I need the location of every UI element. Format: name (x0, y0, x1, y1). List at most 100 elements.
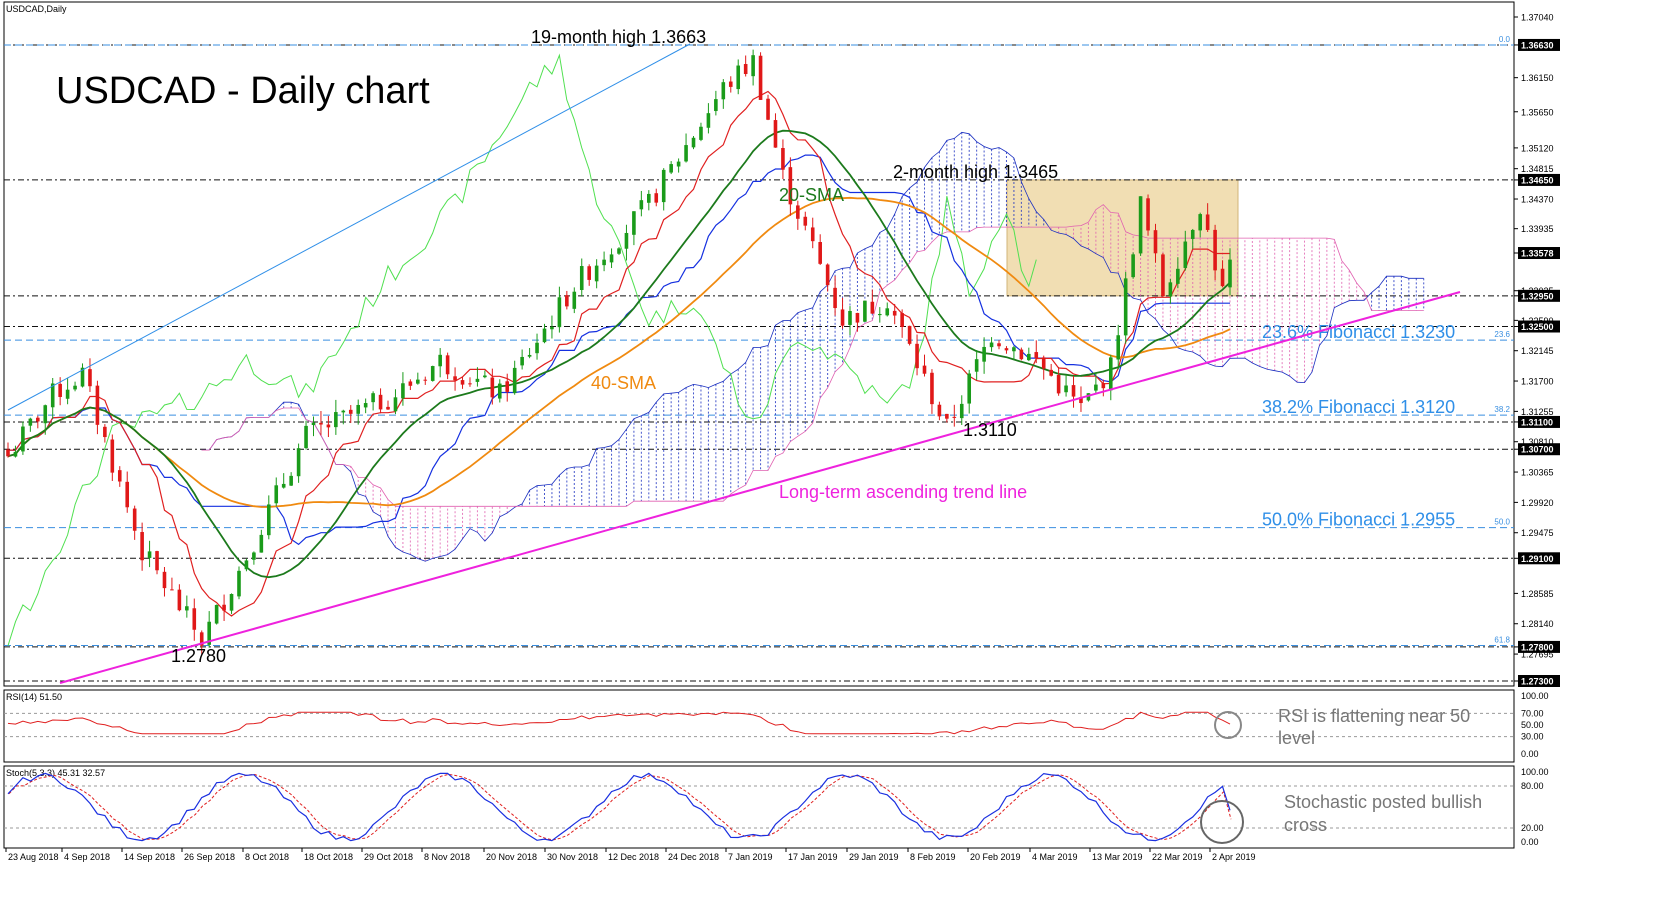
candle-body (341, 410, 346, 413)
price-label: 1.32950 (1521, 291, 1554, 301)
date-label: 14 Sep 2018 (124, 852, 175, 862)
price-label: 1.27300 (1521, 677, 1554, 687)
candle-body (363, 403, 368, 408)
candle-body (810, 227, 815, 242)
candle-body (326, 424, 331, 428)
candle-body (1183, 241, 1188, 268)
rsi-axis-label: 30.00 (1521, 732, 1544, 742)
candle-body (6, 449, 10, 457)
candle-body (728, 81, 733, 87)
price-label: 1.37040 (1521, 13, 1554, 23)
candle-body (416, 379, 420, 384)
candle-body (371, 393, 375, 403)
price-label-box (1518, 289, 1560, 302)
candle-body (1027, 353, 1031, 361)
candle-body (147, 551, 152, 558)
tenkan-line (8, 90, 1230, 617)
stoch-note-line1: Stochastic posted bullish (1284, 792, 1482, 812)
candle-body (237, 570, 241, 597)
fibonacci-label: 50.0% Fibonacci 1.2955 (1262, 510, 1455, 530)
candle-body (445, 355, 450, 375)
candle-body (207, 621, 211, 645)
candle-body (1101, 383, 1106, 389)
fibonacci-tag: 0.0 (1499, 35, 1511, 44)
candle-body (475, 378, 480, 382)
candle-body (177, 589, 182, 611)
candle-body (840, 309, 845, 326)
rsi-label: RSI(14) 51.50 (6, 692, 62, 702)
candle-body (185, 606, 189, 611)
price-label: 1.35120 (1521, 143, 1554, 153)
candle-body (386, 406, 390, 410)
stoch-panel-frame (3, 765, 1515, 849)
candle-body (117, 470, 122, 482)
candle-body (974, 359, 979, 372)
candle-body (557, 297, 562, 328)
date-label: 12 Dec 2018 (608, 852, 659, 862)
date-label: 4 Sep 2018 (64, 852, 110, 862)
candle-body (565, 295, 569, 307)
candle-body (1131, 254, 1135, 278)
price-label: 1.32500 (1521, 322, 1554, 332)
price-label-box (1518, 675, 1560, 687)
senkou-span-b (201, 204, 1424, 507)
candle-body (1190, 229, 1195, 239)
rsi-note-line1: RSI is flattening near 50 (1278, 706, 1470, 726)
candle-body (229, 594, 234, 611)
date-axis: 23 Aug 2018 4 Sep 2018 14 Sep 2018 26 Sep 2… (5, 848, 1256, 862)
price-label: 1.33578 (1521, 249, 1554, 259)
candle-body (222, 604, 226, 611)
price-label-box (1518, 247, 1560, 260)
candle-body (43, 405, 48, 424)
date-label: 20 Feb 2019 (970, 852, 1021, 862)
rsi-axis-label: 100.00 (1521, 691, 1549, 701)
candle-body (438, 354, 442, 367)
fibonacci-tag: 38.2 (1494, 405, 1510, 414)
candle-body (132, 508, 137, 531)
candle-body (982, 346, 986, 362)
candle-body (65, 389, 70, 399)
candle-body (1198, 214, 1202, 231)
candle-body (743, 64, 748, 75)
candle-body (460, 380, 465, 385)
rsi-axis-label: 70.00 (1521, 708, 1544, 718)
stoch-main-line (7, 772, 1231, 842)
candle-body (214, 604, 219, 624)
price-label: 1.35650 (1521, 107, 1554, 117)
candle-body (356, 404, 361, 414)
price-label: 1.29100 (1521, 554, 1554, 564)
candle-body (661, 169, 666, 203)
candle-body (1071, 385, 1076, 397)
candle-body (930, 372, 934, 405)
candle-body (959, 403, 964, 419)
candle-body (266, 504, 271, 536)
candle-body (885, 308, 890, 316)
candle-body (803, 216, 808, 226)
candle-body (952, 416, 957, 418)
date-label: 29 Oct 2018 (364, 852, 413, 862)
candle-body (1116, 335, 1121, 360)
candle-body (870, 301, 875, 314)
candle-body (140, 532, 144, 561)
price-label: 1.30810 (1521, 437, 1554, 447)
candle-body (639, 200, 644, 210)
candle-body (252, 552, 256, 560)
candle-body (967, 373, 972, 404)
price-label-box (1518, 640, 1560, 653)
price-label: 1.33935 (1521, 224, 1554, 234)
candle-body (95, 385, 100, 425)
candle-body (594, 265, 599, 282)
candle-body (468, 383, 472, 385)
candle-body (848, 310, 852, 325)
candle-body (937, 404, 942, 417)
price-label: 1.31100 (1521, 417, 1553, 427)
fibonacci-tag: 23.6 (1494, 330, 1510, 339)
candle-body (609, 254, 614, 263)
price-label: 1.34370 (1521, 195, 1554, 205)
date-label: 4 Mar 2019 (1032, 852, 1078, 862)
price-label: 1.29475 (1521, 528, 1554, 538)
price-label: 1.28585 (1521, 589, 1554, 599)
candle-body (21, 426, 25, 452)
date-label: 8 Feb 2019 (910, 852, 956, 862)
annotation-40-sma: 40-SMA (591, 373, 656, 393)
